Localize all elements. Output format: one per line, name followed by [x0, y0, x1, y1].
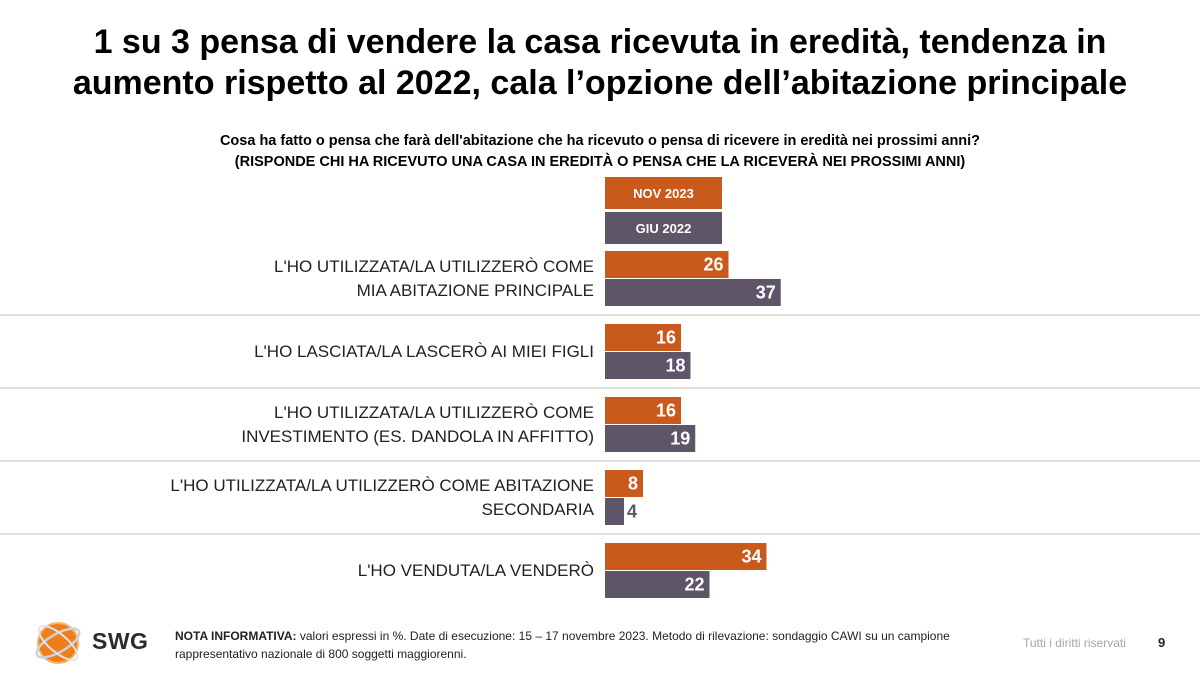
legend-nov-2023: NOV 2023 [605, 177, 722, 209]
bar-giu-2022-4 [605, 498, 624, 525]
survey-question: Cosa ha fatto o pensa che farà dell'abit… [0, 131, 1200, 173]
bar-nov-2023-3 [605, 397, 681, 424]
bar-value-label: 19 [670, 429, 690, 449]
footnote-text: valori espressi in %. Date di esecuzione… [175, 629, 950, 661]
bar-giu-2022-3 [605, 425, 696, 452]
category-label-4: L'HO UTILIZZATA/LA UTILIZZERÒ COME ABITA… [140, 474, 594, 522]
bar-value-label: 16 [656, 401, 676, 421]
bar-nov-2023-4 [605, 470, 643, 497]
swg-logo-icon [35, 622, 81, 664]
page-number: 9 [1158, 635, 1166, 650]
swg-logo-text: SWG [92, 628, 149, 654]
rights-reserved: Tutti i diritti riservati [1023, 636, 1126, 650]
bar-giu-2022-5 [605, 571, 710, 598]
footnote: NOTA INFORMATIVA: valori espressi in %. … [175, 627, 975, 663]
category-label-5: L'HO VENDUTA/LA VENDERÒ [140, 559, 594, 583]
footnote-label: NOTA INFORMATIVA: [175, 629, 297, 643]
category-label-1: L'HO UTILIZZATA/LA UTILIZZERÒ COME MIA AB… [140, 255, 594, 303]
bar-nov-2023-1 [605, 251, 729, 278]
bar-value-label: 26 [703, 255, 723, 275]
slide-title-line2: aumento rispetto al 2022, cala l’opzione… [72, 64, 1128, 102]
bar-value-label: 16 [656, 328, 676, 348]
category-label-line: MIA ABITAZIONE PRINCIPALE [356, 280, 594, 300]
legend-giu-2022: GIU 2022 [605, 212, 722, 244]
bar-value-label: 4 [627, 502, 637, 522]
category-label-line: L'HO UTILIZZATA/LA UTILIZZERÒ COME [274, 256, 594, 276]
category-label-line: L'HO UTILIZZATA/LA UTILIZZERÒ COME [274, 402, 594, 422]
category-label-line: INVESTIMENTO (ES. DANDOLA IN AFFITTO) [241, 426, 594, 446]
survey-question-line1: Cosa ha fatto o pensa che farà dell'abit… [219, 133, 981, 149]
category-label-line: L'HO VENDUTA/LA VENDERÒ [357, 560, 594, 580]
category-label-line: L'HO LASCIATA/LA LASCERÒ AI MIEI FIGLI [254, 341, 594, 361]
category-label-2: L'HO LASCIATA/LA LASCERÒ AI MIEI FIGLI [140, 340, 594, 364]
category-label-line: SECONDARIA [481, 499, 594, 519]
bar-nov-2023-2 [605, 324, 681, 351]
category-label-3: L'HO UTILIZZATA/LA UTILIZZERÒ COME INVEST… [140, 401, 594, 449]
slide-title-line1: 1 su 3 pensa di vendere la casa ricevuta… [93, 23, 1107, 61]
bar-giu-2022-1 [605, 279, 781, 306]
slide-title: 1 su 3 pensa di vendere la casa ricevuta… [0, 22, 1200, 104]
bar-value-label: 8 [628, 474, 638, 494]
bar-nov-2023-5 [605, 543, 767, 570]
bar-value-label: 37 [756, 283, 776, 303]
category-label-line: L'HO UTILIZZATA/LA UTILIZZERÒ COME ABITA… [170, 475, 594, 495]
bar-value-label: 18 [665, 356, 685, 376]
survey-question-line2: (RISPONDE CHI HA RICEVUTO UNA CASA IN ER… [234, 154, 966, 170]
bar-value-label: 22 [684, 575, 704, 595]
bar-value-label: 34 [741, 547, 761, 567]
bar-giu-2022-2 [605, 352, 691, 379]
